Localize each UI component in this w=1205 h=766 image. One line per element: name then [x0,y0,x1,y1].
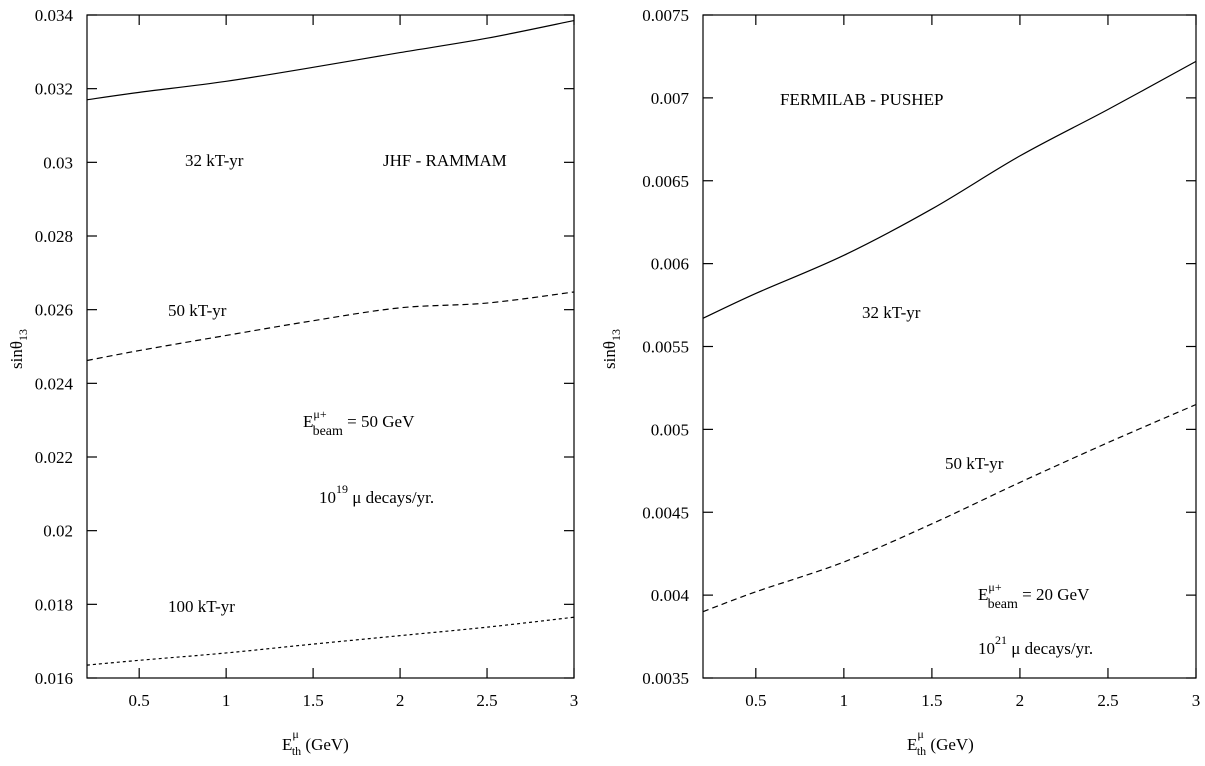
right-series-label-32: 32 kT-yr [862,303,921,322]
right-x-tick-label: 3 [1192,691,1201,710]
right-y-tick-label: 0.004 [651,586,690,605]
left-x-tick-label: 2.5 [476,691,497,710]
right-series-label-50: 50 kT-yr [945,454,1004,473]
left-y-tick-label: 0.03 [43,153,73,172]
right-tick-labels: 0.5 1 1.5 2 2.5 3 0.0035 0.004 0.0045 0.005 0.0055… [642,6,1200,710]
left-series-label-50: 50 kT-yr [168,301,227,320]
right-x-axis-label: Eμ th (GeV) [907,727,974,758]
left-decays-label: 1019 μ decays/yr. [319,482,434,507]
right-beam-energy-label: Eμ+ beam = 20 GeV [978,580,1090,612]
left-series-line-2 [86,291,575,362]
left-series-label-100: 100 kT-yr [168,597,235,616]
left-y-axis-label: sinθ13 [7,329,30,369]
left-series-line-1 [86,19,575,101]
right-series-lines [702,60,1197,613]
left-y-tick-label: 0.028 [35,227,73,246]
left-y-tick-label: 0.024 [35,374,74,393]
right-x-tick-label: 1.5 [921,691,942,710]
right-series-line-2 [702,403,1197,613]
left-series-label-32: 32 kT-yr [185,151,244,170]
right-y-tick-label: 0.007 [651,89,690,108]
left-series-line-3 [86,616,575,666]
right-y-tick-label: 0.0065 [642,172,689,191]
right-y-tick-label: 0.005 [651,420,689,439]
left-plot-frame [86,14,575,679]
right-x-tick-label: 2.5 [1097,691,1118,710]
right-y-tick-label: 0.0075 [642,6,689,25]
left-y-tick-label: 0.02 [43,522,73,541]
left-x-tick-label: 2 [396,691,405,710]
right-y-axis-label: sinθ13 [600,329,623,369]
right-decays-label: 1021 μ decays/yr. [978,633,1093,658]
left-y-tick-label: 0.034 [35,6,74,25]
left-y-tick-label: 0.018 [35,595,73,614]
right-y-tick-label: 0.0035 [642,669,689,688]
left-beam-energy-label: Eμ+ beam = 50 GeV [303,407,415,439]
right-plot-frame [702,14,1197,679]
right-y-tick-label: 0.0045 [642,503,689,522]
left-experiment-label: JHF - RAMMAM [383,151,507,170]
left-ticks [87,14,575,679]
right-chart-panel: 0.5 1 1.5 2 2.5 3 0.0035 0.004 0.0045 0.005 0.0055… [600,6,1200,758]
left-x-tick-label: 1 [222,691,231,710]
right-ticks [703,14,1197,679]
left-chart-panel: 0.5 1 1.5 2 2.5 3 0.016 0.018 0.02 0.022 0.024 0.02… [7,6,578,758]
left-x-tick-label: 3 [570,691,579,710]
left-tick-labels: 0.5 1 1.5 2 2.5 3 0.016 0.018 0.02 0.022 0.024 0.02… [35,6,579,710]
left-y-tick-label: 0.016 [35,669,73,688]
left-x-tick-label: 0.5 [129,691,150,710]
right-x-tick-label: 2 [1016,691,1025,710]
left-y-tick-label: 0.026 [35,301,73,320]
right-y-tick-label: 0.0055 [642,338,689,357]
left-x-tick-label: 1.5 [302,691,323,710]
right-x-tick-label: 1 [840,691,849,710]
left-x-axis-label: Eμ th (GeV) [282,727,349,758]
left-y-tick-label: 0.032 [35,80,73,99]
right-experiment-label: FERMILAB - PUSHEP [780,90,943,109]
right-y-tick-label: 0.006 [651,255,689,274]
right-x-tick-label: 0.5 [745,691,766,710]
left-y-tick-label: 0.022 [35,448,73,467]
left-series-lines [86,19,575,666]
right-series-line-1 [702,60,1197,319]
